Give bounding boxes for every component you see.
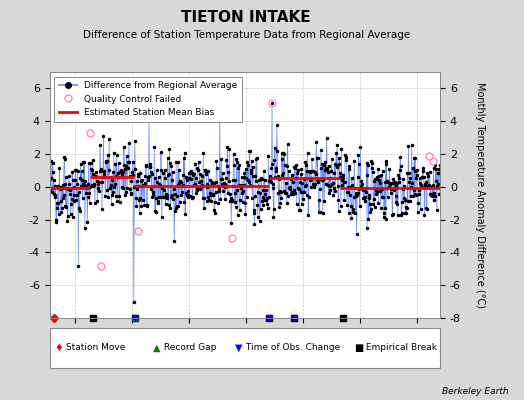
Text: Empirical Break: Empirical Break [363, 344, 437, 352]
Text: ▼: ▼ [235, 343, 242, 353]
Legend: Difference from Regional Average, Quality Control Failed, Estimated Station Mean: Difference from Regional Average, Qualit… [54, 76, 242, 122]
Text: Station Move: Station Move [63, 344, 125, 352]
Text: ♦: ♦ [55, 343, 63, 353]
Text: Record Gap: Record Gap [161, 344, 217, 352]
Text: Berkeley Earth: Berkeley Earth [442, 387, 508, 396]
Text: Time of Obs. Change: Time of Obs. Change [243, 344, 340, 352]
Text: TIETON INTAKE: TIETON INTAKE [181, 10, 311, 25]
Y-axis label: Monthly Temperature Anomaly Difference (°C): Monthly Temperature Anomaly Difference (… [475, 82, 485, 308]
Text: Difference of Station Temperature Data from Regional Average: Difference of Station Temperature Data f… [83, 30, 410, 40]
Text: ■: ■ [354, 343, 364, 353]
Text: ▲: ▲ [154, 343, 161, 353]
